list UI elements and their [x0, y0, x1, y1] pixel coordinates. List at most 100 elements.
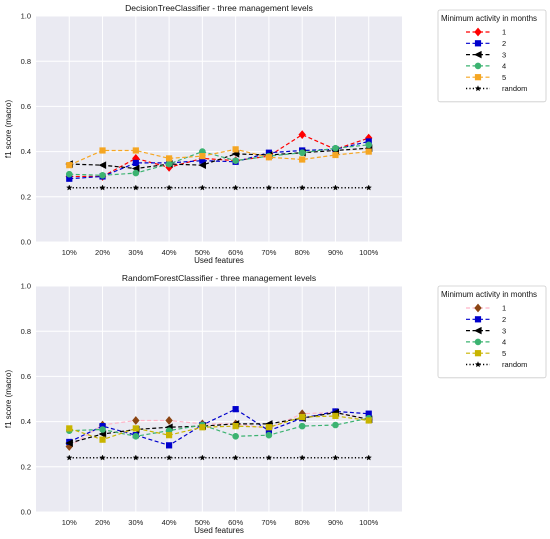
- data-point-random: [298, 184, 306, 191]
- legend-marker-4: [474, 62, 482, 70]
- y-tick-label: 0.4: [21, 417, 31, 426]
- data-point-5: [365, 417, 372, 424]
- y-tick-label: 1.0: [21, 282, 31, 291]
- legend-title: Minimum activity in months: [441, 290, 537, 299]
- x-tick-label: 40%: [162, 248, 177, 257]
- data-point-4: [132, 432, 140, 440]
- legend-box: [437, 285, 547, 379]
- data-point-random: [365, 184, 372, 191]
- data-point-random: [232, 184, 239, 191]
- legend-marker-3: [474, 326, 482, 335]
- series-line-3: [69, 411, 369, 444]
- data-point-3: [65, 439, 73, 447]
- data-point-random: [199, 184, 206, 191]
- legend-marker-5: [474, 350, 482, 357]
- data-point-random: [298, 454, 306, 461]
- data-point-5: [299, 156, 306, 163]
- legend-marker-2: [474, 40, 482, 47]
- data-point-4: [99, 426, 106, 433]
- data-point-5: [265, 154, 273, 161]
- chart-title: RandomForestClassifier - three managemen…: [122, 273, 316, 283]
- legend-box: [437, 9, 547, 103]
- data-point-random: [165, 184, 173, 191]
- data-point-5: [66, 425, 73, 432]
- x-tick-label: 30%: [128, 248, 143, 257]
- y-tick-label: 0.0: [21, 508, 31, 517]
- y-tick-label: 0.2: [21, 462, 31, 471]
- data-point-5: [99, 436, 106, 443]
- legend-label-2: 2: [502, 315, 506, 324]
- data-point-random: [365, 454, 372, 461]
- legend-marker-2: [474, 316, 482, 323]
- legend-label-5: 5: [502, 349, 506, 358]
- y-tick-label: 0.0: [21, 238, 31, 247]
- data-point-random: [132, 184, 140, 191]
- data-point-5: [332, 412, 339, 420]
- legend-marker-4: [474, 338, 482, 346]
- chart-random-forest: 0.0 0.2 0.4 0.6 0.8 1.0 10% 20% 30% 40% 50% 60% 70% 8…: [4, 273, 547, 535]
- chart-decision-tree: 0.0 0.2 0.4 0.6 0.8 1.0 10% 20% 30% 40% 50% 60% 70% 8…: [4, 3, 547, 265]
- x-tick-label: 30%: [128, 518, 143, 527]
- data-point-random: [265, 184, 273, 191]
- data-point-4: [332, 144, 339, 152]
- series-line-3: [69, 147, 369, 170]
- y-tick-label: 0.6: [21, 372, 31, 381]
- legend-marker-5: [474, 74, 482, 81]
- data-point-random: [199, 454, 206, 461]
- data-point-4: [65, 170, 73, 178]
- data-point-1: [132, 416, 140, 425]
- data-point-5: [332, 151, 339, 159]
- chart-title: DecisionTreeClassifier - three managemen…: [125, 3, 313, 13]
- plot-area: [36, 16, 402, 242]
- data-point-2: [165, 442, 173, 449]
- data-point-5: [299, 413, 306, 421]
- series-line-4: [69, 417, 369, 437]
- legend-marker-random: [474, 361, 482, 368]
- series-line-4: [69, 144, 369, 176]
- y-tick-label: 0.2: [21, 192, 31, 201]
- data-point-5: [132, 147, 139, 154]
- legend-label-3: 3: [502, 326, 506, 335]
- data-point-5: [99, 147, 106, 154]
- legend-marker-1: [474, 303, 482, 313]
- y-axis-label: f1 score (macro): [4, 100, 13, 159]
- data-point-5: [265, 424, 273, 431]
- data-point-5: [165, 155, 173, 162]
- x-tick-label: 10%: [62, 518, 77, 527]
- x-axis-label: Used features: [194, 256, 244, 265]
- data-point-5: [199, 424, 206, 431]
- data-point-1: [298, 130, 306, 140]
- legend-label-3: 3: [502, 50, 506, 59]
- x-tick-label: 70%: [261, 518, 276, 527]
- data-point-4: [232, 432, 239, 440]
- data-point-2: [232, 406, 239, 413]
- data-point-5: [232, 146, 239, 153]
- x-tick-label: 100%: [359, 248, 379, 257]
- series-line-1: [68, 411, 369, 447]
- x-tick-label: 100%: [359, 518, 379, 527]
- legend-label-random: random: [502, 84, 527, 93]
- data-point-5: [199, 153, 206, 160]
- y-axis-label: f1 score (macro): [4, 370, 13, 429]
- data-point-4: [99, 172, 106, 179]
- legend-label-4: 4: [502, 338, 506, 347]
- y-tick-label: 0.8: [21, 327, 31, 336]
- x-tick-label: 10%: [62, 248, 77, 257]
- data-point-random: [332, 454, 339, 461]
- data-point-5: [66, 162, 73, 169]
- x-axis-label: Used features: [194, 526, 244, 535]
- data-point-5: [165, 432, 173, 439]
- x-tick-label: 60%: [228, 248, 243, 257]
- x-tick-label: 20%: [95, 518, 110, 527]
- y-tick-label: 0.4: [21, 147, 31, 156]
- series-line-5: [69, 415, 369, 441]
- data-point-3: [98, 161, 107, 169]
- data-point-random: [132, 454, 140, 461]
- data-point-1: [165, 416, 173, 425]
- data-point-random: [232, 454, 239, 461]
- x-tick-label: 90%: [328, 518, 343, 527]
- x-tick-label: 80%: [295, 248, 310, 257]
- legend-label-random: random: [502, 360, 527, 369]
- y-tick-label: 0.6: [21, 102, 31, 111]
